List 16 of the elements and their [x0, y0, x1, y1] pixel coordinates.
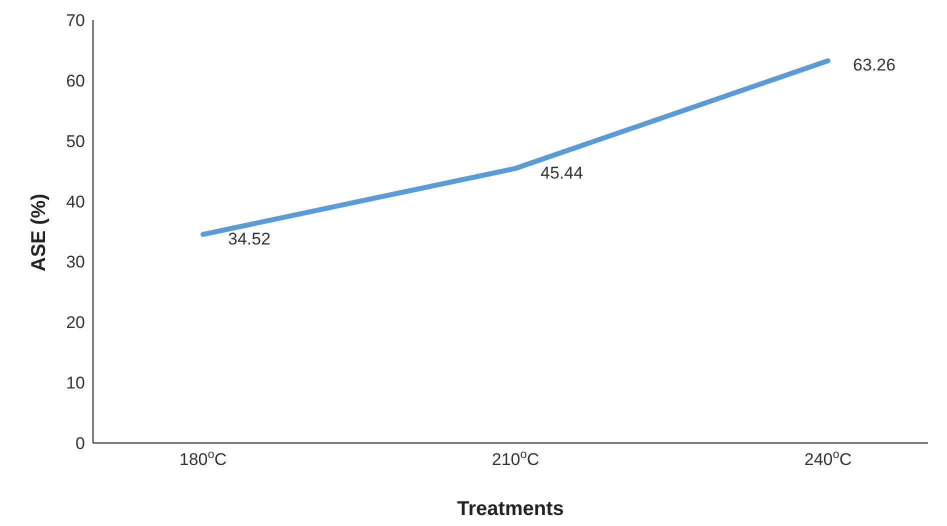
y-tick-label: 30: [66, 252, 85, 272]
data-label: 45.44: [540, 163, 584, 182]
y-tick-label: 70: [66, 11, 85, 30]
y-axis-title: ASE (%): [28, 194, 50, 272]
y-tick-label: 40: [66, 192, 85, 212]
y-tick-label: 20: [66, 313, 85, 332]
x-tick-label: 210$^{o}$C: [492, 447, 540, 469]
data-label: 63.26: [853, 56, 896, 75]
y-tick-label: 10: [66, 374, 85, 393]
data-label: 34.52: [228, 229, 271, 248]
x-tick-label: 240$^{o}$C: [804, 447, 852, 469]
y-tick-label: 0: [76, 434, 85, 454]
y-tick-label: 50: [66, 132, 85, 151]
y-tick-label: 60: [66, 71, 85, 90]
x-tick-label: 180$^{o}$C: [179, 447, 227, 469]
x-axis-title: Treatments: [457, 498, 564, 520]
